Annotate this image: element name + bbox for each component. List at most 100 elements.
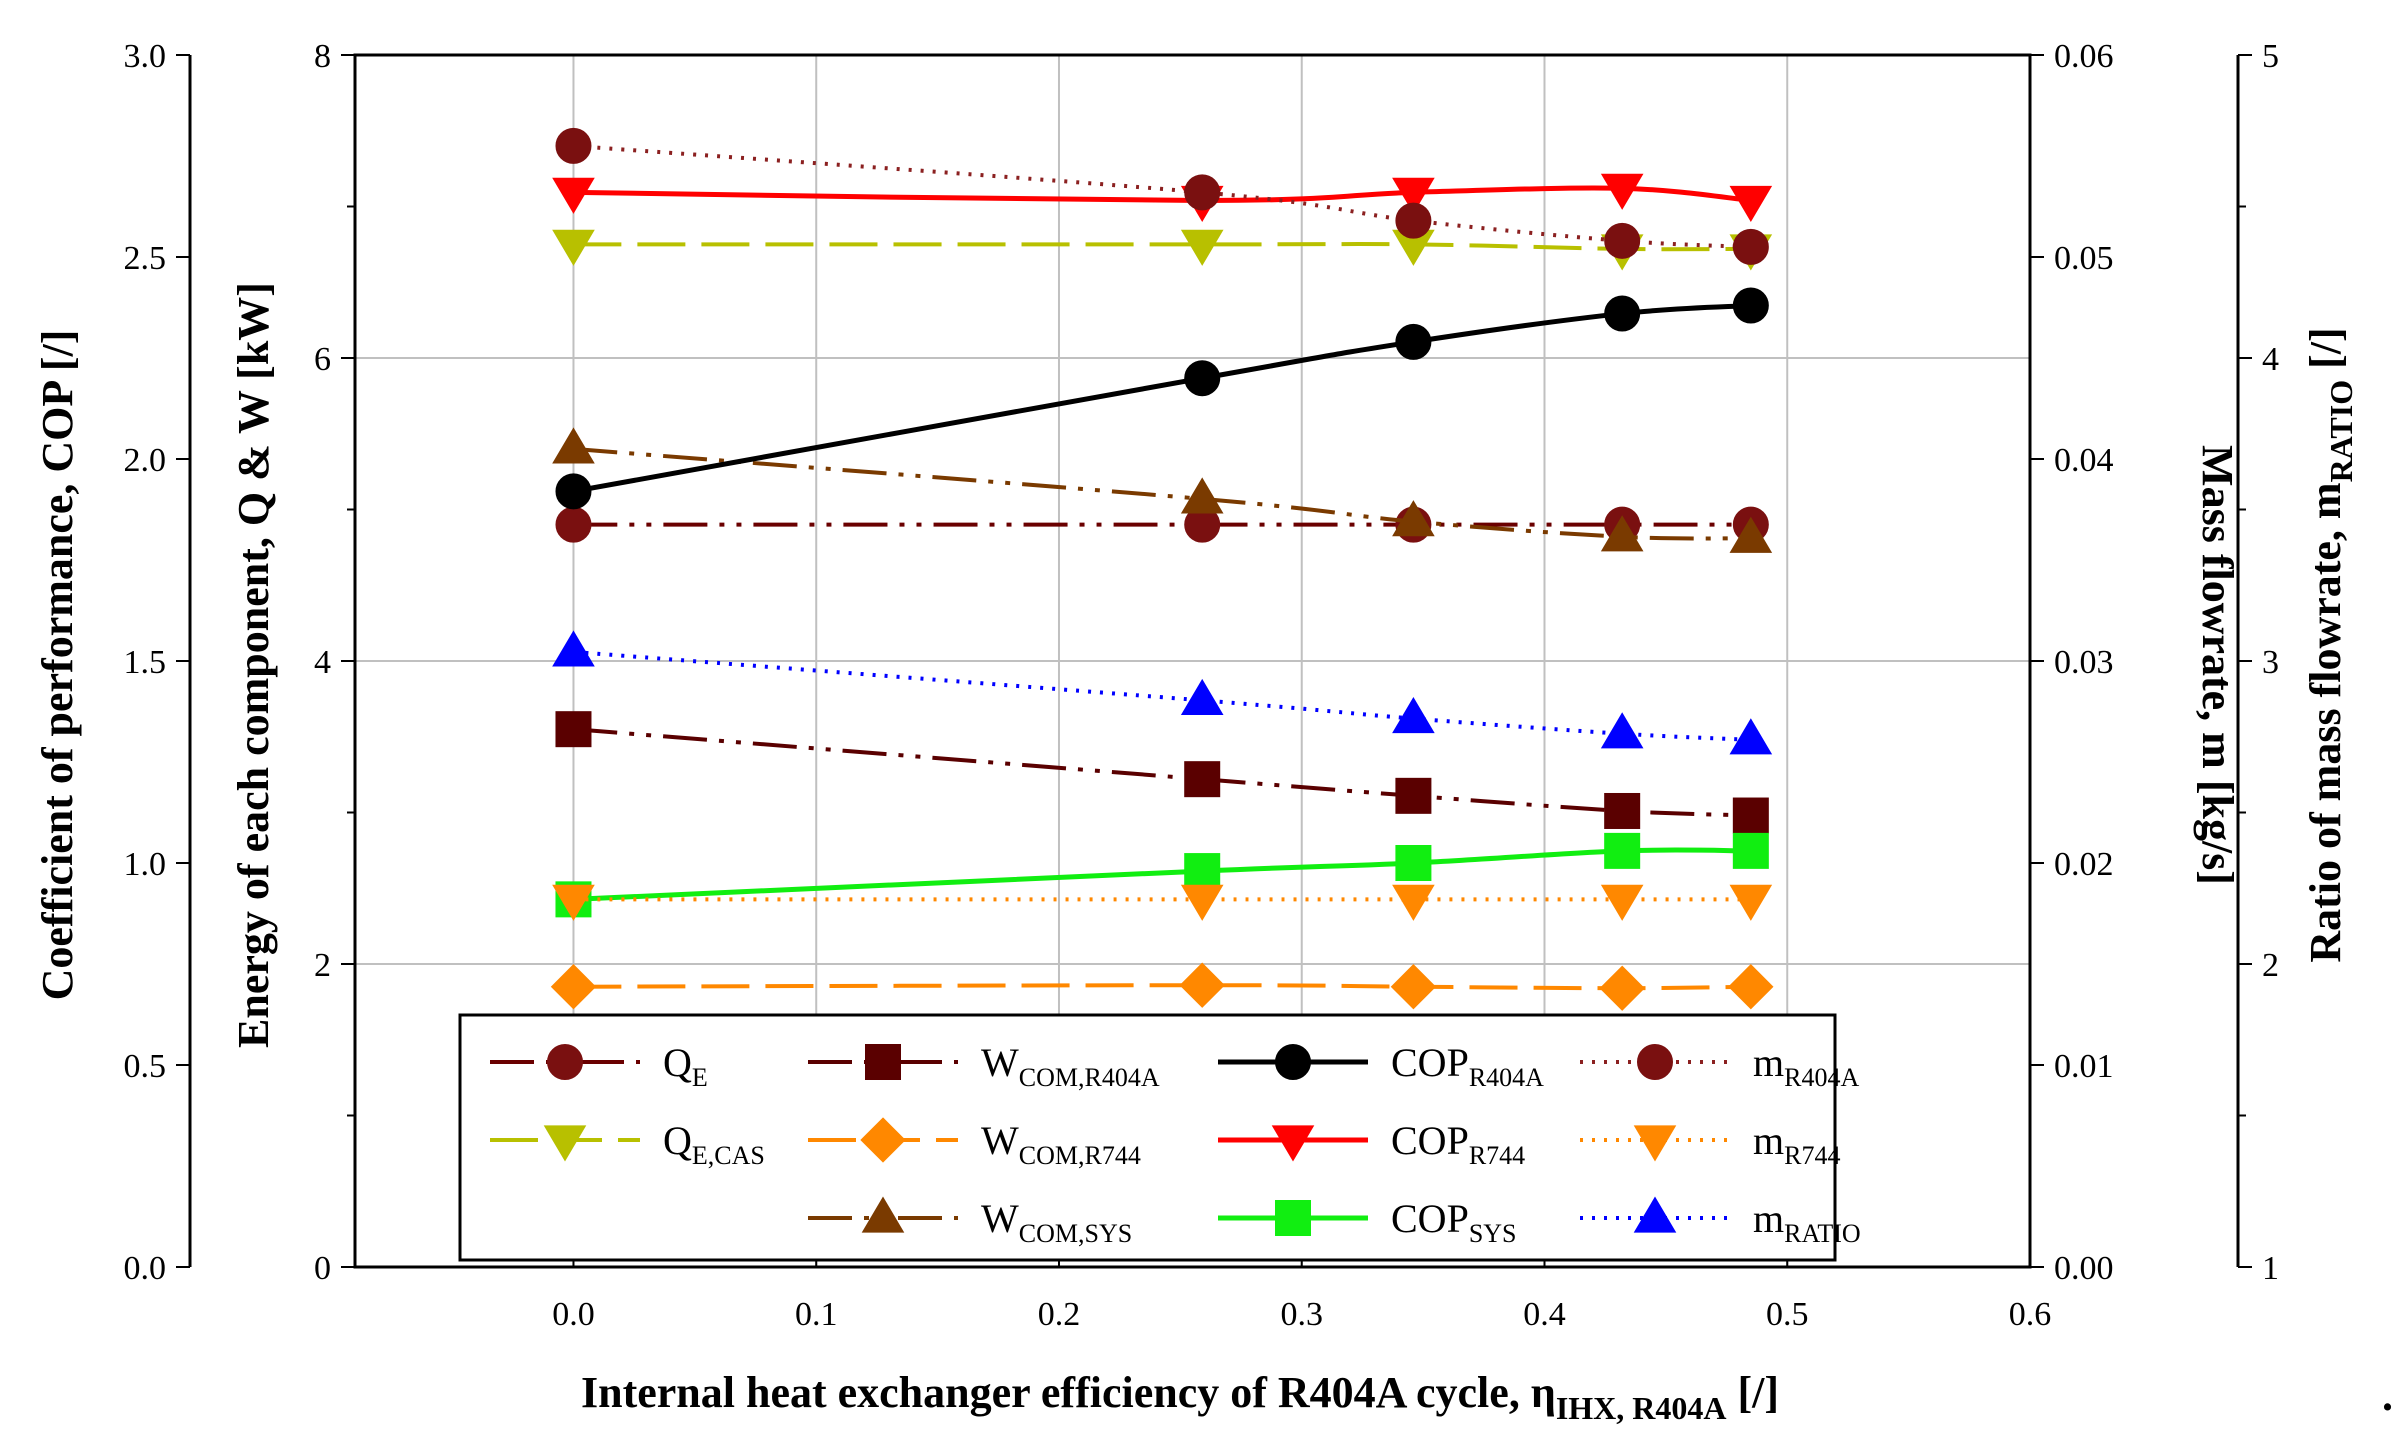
mass-axis-title: Mass flowrate, m [kg/s]: [2193, 445, 2242, 885]
data-point: [1604, 295, 1641, 332]
trailing-mark: .: [2382, 1371, 2393, 1420]
series-cop-sys: [555, 832, 1769, 918]
legend: QEQE,CASWCOM,R404AWCOM,R744WCOM,SYSCOPR4…: [458, 1013, 1861, 1262]
legend-label-sub: R744: [1469, 1141, 1525, 1170]
data-point: [1180, 884, 1224, 921]
energy-axis-tick-label: 2: [314, 947, 331, 984]
data-series: [550, 127, 1774, 1011]
ratio-axis-title: Ratio of mass flowrate, mRATIO [/]: [2301, 327, 2359, 962]
legend-label: COPR744: [1391, 1118, 1525, 1170]
x-axis-title: Internal heat exchanger efficiency of R4…: [581, 1368, 1779, 1426]
cop-axis-tick-label: 0.5: [124, 1048, 167, 1085]
data-point: [1732, 287, 1769, 324]
series-cop-r744: [552, 173, 1773, 222]
data-point: [1599, 965, 1645, 1011]
series-m-r744: [552, 884, 1773, 921]
legend-item: WCOM,R744: [808, 1117, 1141, 1170]
series-w-com-r744: [550, 962, 1774, 1011]
legend-marker: [1637, 1044, 1673, 1080]
energy-axis-tick-label: 4: [314, 644, 331, 681]
data-point: [1184, 853, 1221, 890]
data-point: [552, 884, 595, 921]
data-point: [1392, 177, 1435, 214]
cop-axis-tick-label: 1.5: [124, 644, 167, 681]
legend-label-sub: E: [692, 1063, 708, 1092]
legend-label-sub: E,CAS: [692, 1141, 765, 1170]
legend-marker: [1271, 1125, 1315, 1162]
energy-axis-tick-label: 8: [314, 38, 331, 75]
data-point: [1600, 515, 1644, 552]
data-point: [1180, 229, 1224, 266]
data-point: [555, 127, 592, 164]
legend-marker: [1633, 1196, 1677, 1233]
energy-axis-tick-label: 6: [314, 341, 331, 378]
data-point: [1179, 962, 1225, 1008]
series-w-com-r404a: [555, 711, 1769, 834]
data-point: [1729, 884, 1773, 921]
legend-label: WCOM,R744: [981, 1118, 1141, 1170]
legend-label-sub: R404A: [1469, 1063, 1544, 1092]
legend-item: COPR404A: [1218, 1040, 1544, 1092]
legend-marker: [861, 1196, 905, 1233]
x-tick-label: 0.5: [1766, 1296, 1809, 1333]
data-point: [1604, 832, 1641, 869]
energy-axis-tick-label: 0: [314, 1250, 331, 1287]
cop-axis-tick-label: 0.0: [124, 1250, 167, 1287]
legend-item: mRATIO: [1580, 1196, 1861, 1248]
mass-axis-tick-label: 0.03: [2054, 644, 2114, 681]
data-point: [1729, 718, 1773, 755]
series-line: [573, 983, 1751, 991]
cop-axis-tick-label: 2.5: [124, 240, 167, 277]
data-point: [1600, 884, 1644, 921]
ratio-axis-tick-label: 1: [2262, 1250, 2279, 1287]
legend-label-sub: SYS: [1469, 1219, 1517, 1248]
ratio-axis-tick-label: 2: [2262, 947, 2279, 984]
data-point: [552, 229, 595, 266]
series-line: [573, 649, 1751, 742]
axis-labels: Internal heat exchanger efficiency of R4…: [33, 282, 2393, 1426]
legend-marker: [860, 1117, 906, 1163]
data-point: [1729, 185, 1773, 222]
data-point: [555, 711, 592, 748]
mass-axis-tick-label: 0.02: [2054, 846, 2114, 883]
series-line: [573, 242, 1751, 252]
data-point: [552, 630, 595, 667]
data-point: [1395, 323, 1432, 360]
x-tick-label: 0.1: [795, 1296, 838, 1333]
mass-axis-tick-label: 0.01: [2054, 1048, 2114, 1085]
mass-axis-tick-label: 0.06: [2054, 38, 2114, 75]
legend-label-sub: COM,R744: [1019, 1141, 1141, 1170]
energy-axis-title: Energy of each component, Q & W [kW]: [229, 282, 278, 1048]
data-point: [1184, 761, 1221, 798]
data-point: [1395, 845, 1432, 881]
data-point: [1600, 712, 1644, 749]
x-axis-title-sub: IHX, R404A: [1556, 1390, 1727, 1426]
legend-marker: [543, 1125, 587, 1162]
data-point: [1732, 797, 1769, 834]
legend-label-sub: COM,R404A: [1019, 1063, 1160, 1092]
ratio-axis-tick-label: 3: [2262, 644, 2279, 681]
x-tick-label: 0.0: [552, 1296, 595, 1333]
cop-axis-tick-label: 2.0: [124, 442, 167, 479]
x-axis-title-unit: [/]: [1726, 1368, 1779, 1417]
x-tick-label: 0.6: [2009, 1296, 2052, 1333]
data-point: [550, 964, 597, 1010]
legend-label: COPR404A: [1391, 1040, 1544, 1092]
cop-axis-tick-label: 1.0: [124, 846, 167, 883]
legend-marker: [547, 1044, 583, 1080]
series-w-com-sys: [552, 427, 1773, 553]
series-line: [573, 727, 1751, 818]
data-point: [1395, 202, 1432, 239]
legend-label-sub: RATIO: [1784, 1219, 1861, 1248]
ratio-axis-title-unit: [/]: [2301, 327, 2350, 380]
data-point: [1392, 884, 1435, 921]
legend-marker: [1633, 1125, 1677, 1162]
mass-axis-tick-label: 0.04: [2054, 442, 2114, 479]
cop-axis-title: Coefficient of performance, COP [/]: [33, 330, 82, 1001]
data-point: [552, 427, 595, 464]
x-tick-label: 0.2: [1038, 1296, 1081, 1333]
mass-axis-tick-label: 0.05: [2054, 240, 2114, 277]
data-point: [555, 506, 592, 543]
series-cop-r404a: [555, 287, 1769, 510]
x-tick-label: 0.4: [1523, 1296, 1566, 1333]
